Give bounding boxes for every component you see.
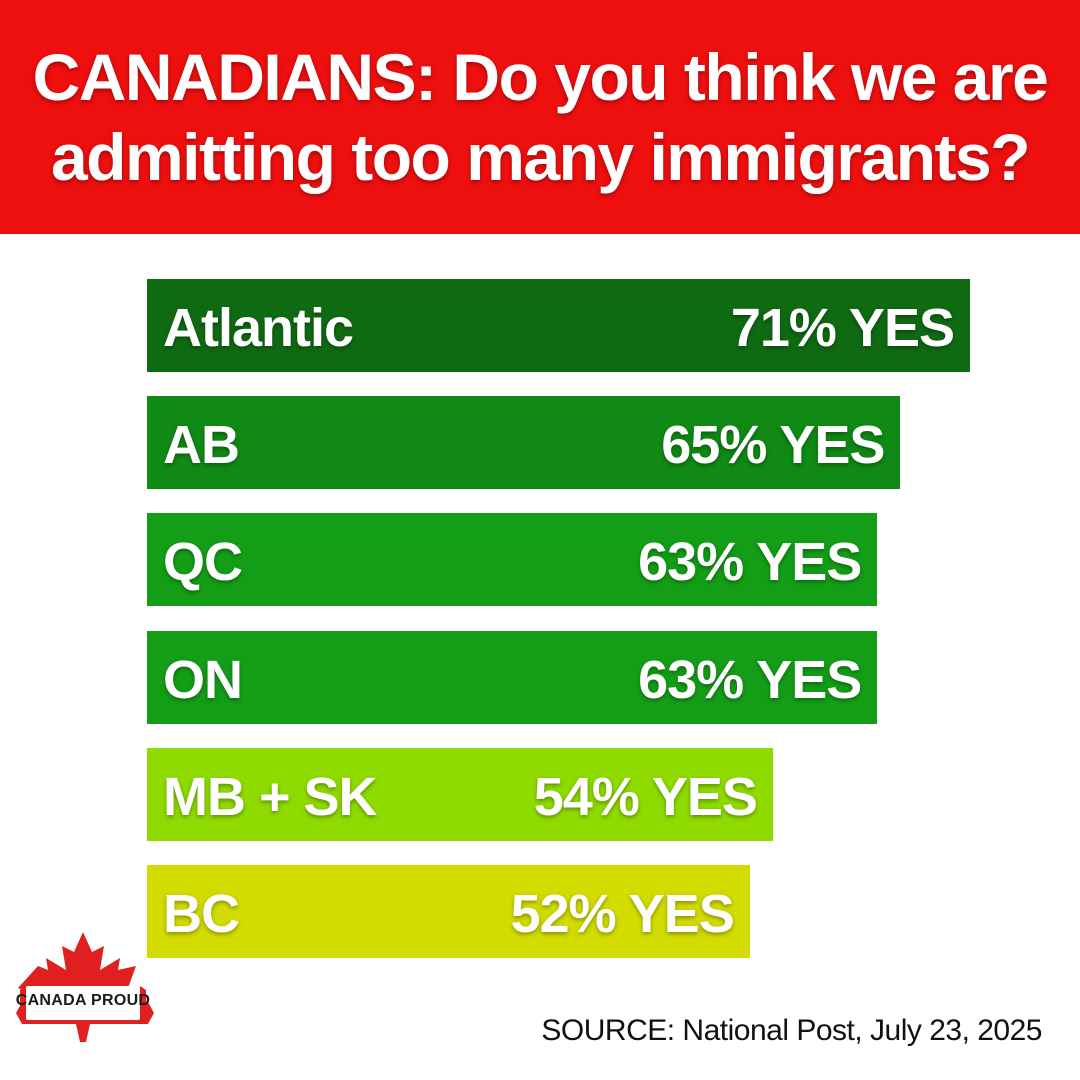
bar-on: ON 63% YES xyxy=(147,630,878,724)
bar-value-label: 63% YES xyxy=(638,532,862,593)
bar-atlantic: Atlantic 71% YES xyxy=(147,279,970,372)
header-banner: CANADIANS: Do you think we are admitting… xyxy=(0,0,1080,234)
bar-category-label: ON xyxy=(163,649,243,710)
bar-category-label: QC xyxy=(163,532,243,593)
bar-category-label: AB xyxy=(163,415,240,476)
bar-value-label: 54% YES xyxy=(533,766,758,827)
bar-mb-sk: MB + SK 54% YES xyxy=(147,747,773,841)
source-note: SOURCE: National Post, July 23, 2025 xyxy=(541,1014,1042,1047)
bar-bc: BC 52% YES xyxy=(147,865,750,958)
title-line-1: CANADIANS: Do you think we are xyxy=(32,40,1049,114)
bar-value-label: 63% YES xyxy=(638,649,862,710)
bar-category-label: BC xyxy=(163,884,240,944)
maple-leaf-icon xyxy=(16,932,154,1042)
bar-ab: AB 65% YES xyxy=(147,396,901,490)
bar-category-label: MB + SK xyxy=(163,766,378,827)
bar-category-label: Atlantic xyxy=(163,298,354,358)
logo-text: CANADA PROUD xyxy=(15,992,151,1009)
bar-value-label: 52% YES xyxy=(510,884,735,944)
bar-value-label: 65% YES xyxy=(661,415,885,476)
bar-value-label: 71% YES xyxy=(730,298,955,358)
canada-proud-logo: CANADA PROUD xyxy=(12,930,154,1048)
title-line-2: admitting too many immigrants? xyxy=(50,120,1031,194)
bar-qc: QC 63% YES xyxy=(147,513,878,607)
